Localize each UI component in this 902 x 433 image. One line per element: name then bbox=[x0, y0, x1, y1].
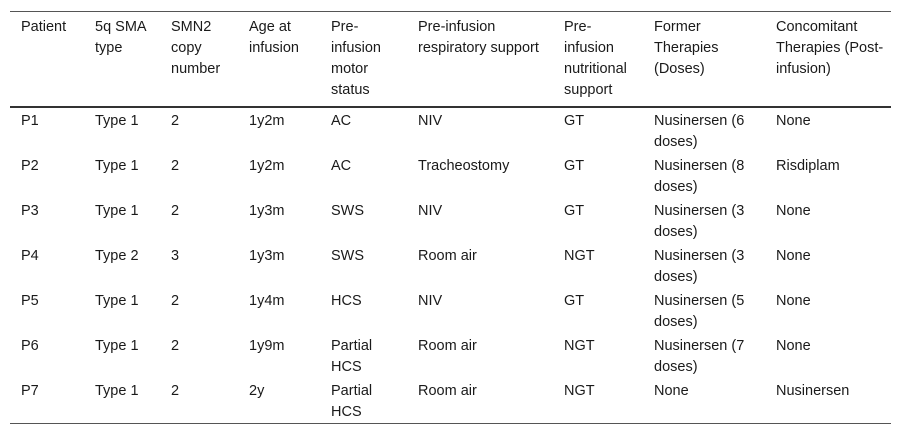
cell-age-at-infusion: 1y3m bbox=[249, 203, 285, 219]
table-row: P4 Type 2 3 1y3m SWS Room air NGT Nusine… bbox=[10, 243, 891, 288]
cell-former-therapies: None bbox=[654, 383, 689, 399]
cell-sma-type: Type 1 bbox=[95, 338, 139, 354]
cell-respiratory-support: Room air bbox=[418, 248, 477, 264]
cell-concomitant-therapies: None bbox=[776, 113, 811, 129]
cell-nutritional-support: NGT bbox=[564, 338, 595, 354]
cell-sma-type: Type 1 bbox=[95, 158, 139, 174]
cell-motor-status: AC bbox=[331, 113, 352, 129]
table-header: Patient 5q SMA type SMN2 copy number Age… bbox=[10, 11, 891, 107]
table-body: P1 Type 1 2 1y2m AC NIV GT Nusinersen (6… bbox=[10, 107, 891, 424]
header-patient: Patient bbox=[21, 19, 67, 35]
table-row: P1 Type 1 2 1y2m AC NIV GT Nusinersen (6… bbox=[10, 107, 891, 153]
cell-age-at-infusion: 1y2m bbox=[249, 113, 285, 129]
cell-nutritional-support: NGT bbox=[564, 383, 595, 399]
cell-patient: P7 bbox=[21, 383, 39, 399]
cell-patient: P6 bbox=[21, 338, 39, 354]
cell-nutritional-support: NGT bbox=[564, 248, 595, 264]
cell-motor-status: SWS bbox=[331, 248, 365, 264]
cell-motor-status: SWS bbox=[331, 203, 365, 219]
cell-sma-type: Type 1 bbox=[95, 383, 139, 399]
cell-smn2-copy-number: 2 bbox=[171, 338, 180, 354]
cell-concomitant-therapies: None bbox=[776, 338, 811, 354]
cell-respiratory-support: Room air bbox=[418, 383, 477, 399]
cell-former-therapies: Nusinersen (8 doses) bbox=[654, 158, 745, 195]
cell-nutritional-support: GT bbox=[564, 113, 585, 129]
header-respiratory-support: Pre-infusion respiratory support bbox=[418, 19, 539, 56]
table-row: P6 Type 1 2 1y9m Partial HCS Room air NG… bbox=[10, 333, 891, 378]
cell-patient: P3 bbox=[21, 203, 39, 219]
table-row: P7 Type 1 2 2y Partial HCS Room air NGT … bbox=[10, 378, 891, 424]
cell-former-therapies: Nusinersen (6 doses) bbox=[654, 113, 745, 150]
cell-smn2-copy-number: 2 bbox=[171, 203, 180, 219]
cell-motor-status: Partial HCS bbox=[331, 338, 373, 375]
cell-smn2-copy-number: 2 bbox=[171, 293, 180, 309]
cell-patient: P1 bbox=[21, 113, 39, 129]
cell-motor-status: AC bbox=[331, 158, 352, 174]
cell-nutritional-support: GT bbox=[564, 203, 585, 219]
cell-respiratory-support: NIV bbox=[418, 113, 443, 129]
cell-age-at-infusion: 1y2m bbox=[249, 158, 285, 174]
cell-former-therapies: Nusinersen (3 doses) bbox=[654, 248, 745, 285]
cell-patient: P2 bbox=[21, 158, 39, 174]
header-motor-status: Pre-infusion motor status bbox=[331, 19, 381, 98]
header-nutritional-support: Pre-infusion nutritional support bbox=[564, 19, 627, 98]
cell-concomitant-therapies: None bbox=[776, 203, 811, 219]
patient-table-container: Patient 5q SMA type SMN2 copy number Age… bbox=[10, 11, 891, 424]
table-row: P2 Type 1 2 1y2m AC Tracheostomy GT Nusi… bbox=[10, 153, 891, 198]
cell-smn2-copy-number: 2 bbox=[171, 113, 180, 129]
cell-respiratory-support: Room air bbox=[418, 338, 477, 354]
cell-sma-type: Type 1 bbox=[95, 113, 139, 129]
cell-patient: P4 bbox=[21, 248, 39, 264]
cell-age-at-infusion: 2y bbox=[249, 383, 265, 399]
cell-age-at-infusion: 1y9m bbox=[249, 338, 285, 354]
cell-respiratory-support: NIV bbox=[418, 203, 443, 219]
table-row: P5 Type 1 2 1y4m HCS NIV GT Nusinersen (… bbox=[10, 288, 891, 333]
cell-sma-type: Type 1 bbox=[95, 203, 139, 219]
cell-nutritional-support: GT bbox=[564, 293, 585, 309]
cell-age-at-infusion: 1y3m bbox=[249, 248, 285, 264]
cell-motor-status: Partial HCS bbox=[331, 383, 373, 420]
cell-smn2-copy-number: 3 bbox=[171, 248, 180, 264]
cell-former-therapies: Nusinersen (5 doses) bbox=[654, 293, 745, 330]
header-age-at-infusion: Age at infusion bbox=[249, 19, 299, 56]
cell-smn2-copy-number: 2 bbox=[171, 158, 180, 174]
cell-age-at-infusion: 1y4m bbox=[249, 293, 285, 309]
cell-concomitant-therapies: Nusinersen bbox=[776, 383, 850, 399]
cell-former-therapies: Nusinersen (3 doses) bbox=[654, 203, 745, 240]
header-concomitant-therapies: Concomitant Therapies (Post-infusion) bbox=[776, 19, 884, 77]
table-row: P3 Type 1 2 1y3m SWS NIV GT Nusinersen (… bbox=[10, 198, 891, 243]
header-smn2-copy-number: SMN2 copy number bbox=[171, 19, 221, 77]
cell-concomitant-therapies: None bbox=[776, 293, 811, 309]
header-row: Patient 5q SMA type SMN2 copy number Age… bbox=[10, 11, 891, 107]
cell-concomitant-therapies: None bbox=[776, 248, 811, 264]
cell-concomitant-therapies: Risdiplam bbox=[776, 158, 840, 174]
header-former-therapies: Former Therapies (Doses) bbox=[654, 19, 719, 77]
header-sma-type: 5q SMA type bbox=[95, 19, 146, 56]
cell-sma-type: Type 2 bbox=[95, 248, 139, 264]
cell-sma-type: Type 1 bbox=[95, 293, 139, 309]
cell-former-therapies: Nusinersen (7 doses) bbox=[654, 338, 745, 375]
cell-respiratory-support: Tracheostomy bbox=[418, 158, 510, 174]
cell-motor-status: HCS bbox=[331, 293, 362, 309]
cell-patient: P5 bbox=[21, 293, 39, 309]
cell-nutritional-support: GT bbox=[564, 158, 585, 174]
cell-smn2-copy-number: 2 bbox=[171, 383, 180, 399]
patient-characteristics-table: Patient 5q SMA type SMN2 copy number Age… bbox=[10, 11, 891, 424]
cell-respiratory-support: NIV bbox=[418, 293, 443, 309]
